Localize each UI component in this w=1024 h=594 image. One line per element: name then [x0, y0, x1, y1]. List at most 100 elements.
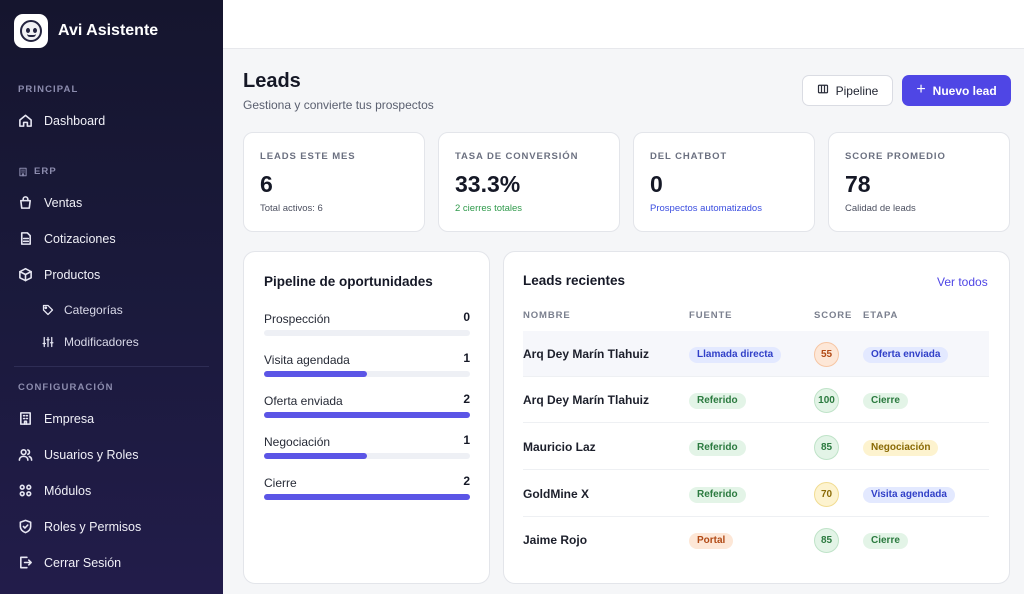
users-icon: [18, 447, 33, 462]
shopping-bag-icon: [18, 195, 33, 210]
sidebar-item-modulos[interactable]: Módulos: [18, 483, 91, 498]
tag-icon: [40, 302, 55, 317]
recent-leads-panel: [503, 251, 1010, 584]
sidebar-item-label: Categorías: [64, 302, 123, 317]
stat-label: TASA DE CONVERSIÓN: [455, 151, 579, 162]
sidebar-item-label: Cerrar Sesión: [44, 555, 122, 570]
pipeline-stage-name: Prospección: [264, 312, 331, 326]
sidebar-item-label: Usuarios y Roles: [44, 447, 139, 462]
table-row[interactable]: GoldMine X Referido 70 Visita agendada: [523, 471, 989, 517]
section-label-erp: ERP: [18, 166, 57, 177]
score-badge: 85: [814, 528, 839, 553]
source-badge: Llamada directa: [689, 347, 782, 363]
sidebar-item-cerrar-sesion[interactable]: Cerrar Sesión: [18, 555, 121, 570]
building-icon: [18, 411, 33, 426]
topbar: [223, 0, 1024, 49]
sidebar-item-label: Modificadores: [64, 334, 139, 349]
brand[interactable]: Avi Asistente: [14, 14, 158, 48]
sidebar-item-dashboard[interactable]: Dashboard: [18, 113, 105, 128]
sidebar-item-label: Roles y Permisos: [44, 519, 142, 534]
pipeline-stage-count: 0: [463, 310, 470, 324]
source-badge: Referido: [689, 393, 746, 409]
column-header-score: SCORE: [814, 310, 853, 321]
score-badge: 55: [814, 342, 839, 367]
page-subtitle: Gestiona y convierte tus prospectos: [243, 98, 434, 112]
sidebar-item-categorias[interactable]: Categorías: [40, 302, 123, 317]
column-header-source: FUENTE: [689, 310, 733, 321]
pipeline-stage-name: Oferta enviada: [264, 394, 343, 408]
pipeline-panel: Pipeline de oportunidades Prospección 0 …: [243, 251, 490, 584]
stat-value: 33.3%: [455, 171, 521, 197]
page-title: Leads: [243, 70, 301, 92]
score-badge: 100: [814, 388, 839, 413]
lead-name: GoldMine X: [523, 487, 589, 501]
sidebar-item-roles-permisos[interactable]: Roles y Permisos: [18, 519, 141, 534]
source-badge: Portal: [689, 533, 734, 549]
stat-value: 78: [845, 171, 871, 197]
stat-subtext: Total activos: 6: [260, 203, 323, 214]
table-row[interactable]: Mauricio Laz Referido 85 Negociación: [523, 424, 989, 470]
table-row[interactable]: Arq Dey Marín Tlahuiz Referido 100 Cierr…: [523, 377, 989, 423]
pipeline-stage: Prospección 0: [264, 310, 470, 336]
pipeline-stage-count: 1: [463, 433, 470, 447]
stat-subtext: 2 cierres totales: [455, 203, 523, 214]
pipeline-stage-track: [264, 330, 470, 336]
pipeline-stage-bar: [264, 412, 470, 418]
pipeline-stage: Negociación 1: [264, 433, 470, 459]
lead-name: Arq Dey Marín Tlahuiz: [523, 393, 650, 407]
new-lead-button[interactable]: + Nuevo lead: [902, 75, 1011, 106]
stat-label: DEL CHATBOT: [650, 151, 728, 162]
see-all-link[interactable]: Ver todos: [937, 275, 988, 289]
pipeline-stage-name: Negociación: [264, 435, 331, 449]
sidebar-item-label: Ventas: [44, 195, 83, 210]
stage-badge: Oferta enviada: [863, 347, 949, 363]
stat-card-leads-mes: LEADS ESTE MES 6 Total activos: 6: [243, 132, 425, 232]
grid-icon: [18, 483, 33, 498]
pipeline-stage-count: 2: [463, 474, 470, 488]
section-label-text: ERP: [34, 166, 57, 177]
stat-card-chatbot: DEL CHATBOT 0 Prospectos automatizados: [633, 132, 815, 232]
stage-badge: Cierre: [863, 533, 908, 549]
pipeline-stage-bar: [264, 453, 367, 459]
pipeline-stage-count: 2: [463, 392, 470, 406]
pipeline-button-label: Pipeline: [835, 83, 879, 98]
pipeline-stage-count: 1: [463, 351, 470, 365]
pipeline-stage-name: Cierre: [264, 476, 297, 490]
sidebar-item-cotizaciones[interactable]: Cotizaciones: [18, 231, 116, 246]
sidebar-item-label: Cotizaciones: [44, 231, 116, 246]
lead-name: Mauricio Laz: [523, 440, 596, 454]
sidebar-item-ventas[interactable]: Ventas: [18, 195, 82, 210]
pipeline-stage-bar: [264, 371, 367, 377]
pipeline-stage-track: [264, 453, 470, 459]
source-badge: Referido: [689, 440, 746, 456]
stage-badge: Negociación: [863, 440, 939, 456]
source-badge: Referido: [689, 487, 746, 503]
shield-icon: [18, 519, 33, 534]
stat-label: LEADS ESTE MES: [260, 151, 356, 162]
sidebar-item-modificadores[interactable]: Modificadores: [40, 334, 139, 349]
pipeline-button[interactable]: Pipeline: [802, 75, 893, 106]
section-label-principal: PRINCIPAL: [18, 84, 79, 95]
stat-subtext: Calidad de leads: [845, 203, 916, 214]
stat-card-conversion: TASA DE CONVERSIÓN 33.3% 2 cierres total…: [438, 132, 620, 232]
table-row[interactable]: Arq Dey Marín Tlahuiz Llamada directa 55…: [523, 331, 989, 377]
table-row[interactable]: Jaime Rojo Portal 85 Cierre: [523, 517, 989, 563]
sidebar-item-productos[interactable]: Productos: [18, 267, 100, 282]
pipeline-stage: Oferta enviada 2: [264, 392, 470, 418]
building-icon: [18, 167, 28, 177]
section-label-configuracion: CONFIGURACIÓN: [18, 382, 114, 393]
logout-icon: [18, 555, 33, 570]
pipeline-stage-track: [264, 494, 470, 500]
sidebar-item-label: Dashboard: [44, 113, 106, 128]
stat-label: SCORE PROMEDIO: [845, 151, 946, 162]
columns-icon: [817, 83, 829, 98]
pipeline-stage-track: [264, 371, 470, 377]
home-icon: [18, 113, 33, 128]
new-lead-button-label: Nuevo lead: [932, 83, 997, 98]
sidebar-item-empresa[interactable]: Empresa: [18, 411, 94, 426]
stat-value: 0: [650, 171, 663, 197]
stat-card-score: SCORE PROMEDIO 78 Calidad de leads: [828, 132, 1010, 232]
sidebar-item-usuarios[interactable]: Usuarios y Roles: [18, 447, 138, 462]
column-header-stage: ETAPA: [863, 310, 899, 321]
sidebar-item-label: Módulos: [44, 483, 92, 498]
